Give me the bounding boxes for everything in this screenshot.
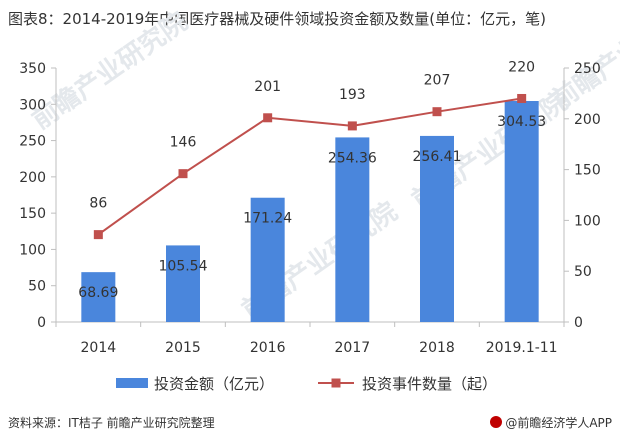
line-value-label-2018: 207 <box>424 73 451 89</box>
y-right-tick-label-150: 150 <box>574 163 601 179</box>
legend-label-line: 投资事件数量（起） <box>362 375 497 393</box>
x-tick-label-3: 2017 <box>335 340 371 356</box>
x-tick-label-4: 2018 <box>419 340 455 356</box>
brand-text: @前瞻经济学人APP <box>505 416 612 430</box>
y-right-tick-label-50: 50 <box>574 264 592 280</box>
bar-2018 <box>420 135 454 322</box>
legend-swatch-bar <box>116 378 148 388</box>
figure-title: 图表8：2014-2019年中国医疗器械及硬件领域投资金额及数量(单位：亿元，笔… <box>8 10 547 28</box>
line-value-label-2016: 201 <box>254 79 281 95</box>
line-marker-2019.1-11 <box>517 93 527 103</box>
line-value-label-2017: 193 <box>339 87 366 103</box>
legend-label-bar: 投资金额（亿元） <box>154 375 274 393</box>
y-right-tick-label-250: 250 <box>574 61 601 77</box>
x-tick-label-5: 2019.1-11 <box>486 340 558 356</box>
y-left-tick-label-350: 350 <box>19 61 46 77</box>
bar-value-label-2015: 105.54 <box>159 258 208 274</box>
bar-2019.1-11 <box>504 100 539 322</box>
y-left-tick-label-0: 0 <box>37 315 46 331</box>
y-left-tick-label-50: 50 <box>28 279 46 295</box>
line-marker-2016 <box>263 113 273 123</box>
x-tick-label-0: 2014 <box>81 340 117 356</box>
line-value-label-2015: 146 <box>170 135 197 151</box>
line-marker-2014 <box>93 230 103 240</box>
watermark-3: 前瞻产业研究院 <box>546 0 620 116</box>
line-marker-2018 <box>432 107 442 117</box>
line-marker-2015 <box>178 169 188 179</box>
bar-value-label-2017: 254.36 <box>328 150 377 166</box>
line-marker-2017 <box>347 121 357 131</box>
bar-2017 <box>335 137 370 322</box>
legend-swatch-marker <box>331 378 341 388</box>
bar-value-label-2019.1-11: 304.53 <box>497 114 546 130</box>
bar-value-label-2016: 171.24 <box>243 211 292 227</box>
y-right-tick-label-200: 200 <box>574 112 601 128</box>
x-tick-label-2: 2016 <box>250 340 286 356</box>
brand-logo-icon <box>490 416 503 428</box>
bar-2015 <box>166 245 200 322</box>
bar-2014 <box>81 272 116 322</box>
y-right-tick-label-100: 100 <box>574 213 601 229</box>
bar-value-label-2014: 68.69 <box>78 285 118 301</box>
line-value-label-2014: 86 <box>89 196 107 212</box>
bar-2016 <box>250 197 285 322</box>
line-value-label-2019.1-11: 220 <box>508 59 535 75</box>
y-left-tick-label-250: 250 <box>19 134 46 150</box>
bar-value-label-2018: 256.41 <box>413 149 462 165</box>
y-left-tick-label-100: 100 <box>19 242 46 258</box>
y-left-tick-label-150: 150 <box>19 206 46 222</box>
x-tick-label-1: 2015 <box>165 340 201 356</box>
line-series-path <box>97 97 522 236</box>
y-left-tick-label-300: 300 <box>19 97 46 113</box>
brand-credit: @前瞻经济学人APP <box>490 414 612 431</box>
y-right-tick-label-0: 0 <box>574 315 583 331</box>
y-left-tick-label-200: 200 <box>19 170 46 186</box>
source-note: 资料来源：IT桔子 前瞻产业研究院整理 <box>8 416 215 430</box>
watermark-0: 前瞻产业研究院 <box>26 6 193 136</box>
